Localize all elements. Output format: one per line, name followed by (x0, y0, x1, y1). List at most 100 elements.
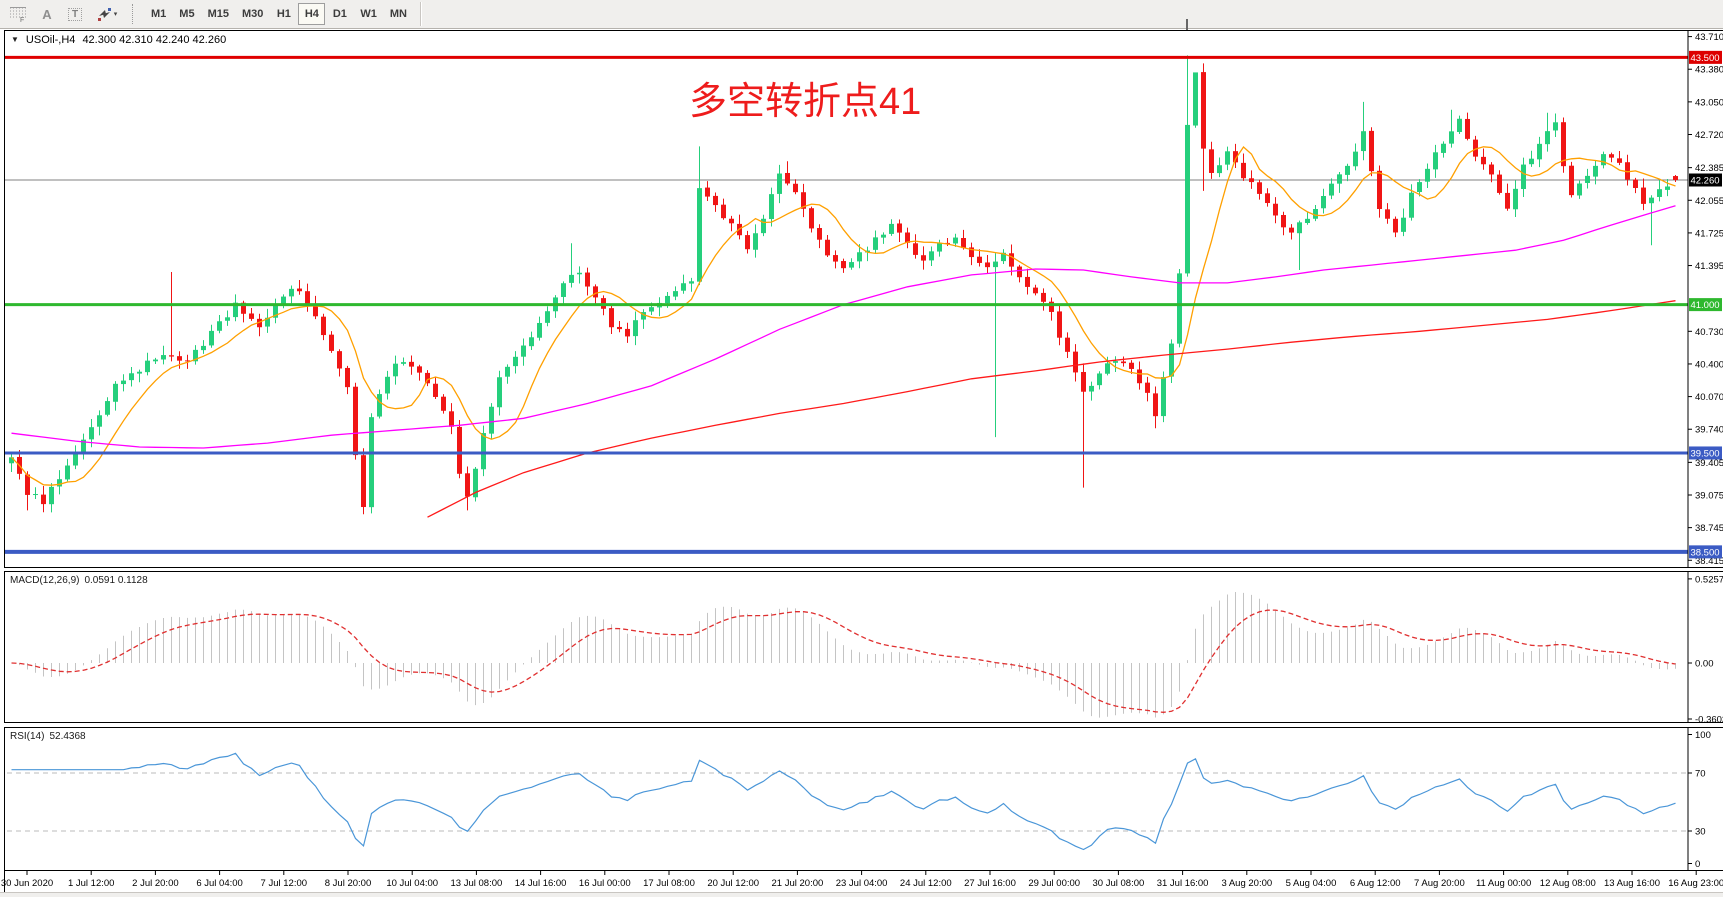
collapse-triangle-icon[interactable]: ▼ (11, 35, 19, 44)
svg-text:38.415: 38.415 (1695, 556, 1723, 567)
svg-text:40.070: 40.070 (1695, 392, 1723, 403)
svg-text:12 Aug 08:00: 12 Aug 08:00 (1540, 878, 1596, 889)
chart-symbol-label: USOil-,H4 (25, 34, 76, 46)
fibonacci-grid-icon: F (10, 6, 26, 22)
svg-text:43.710: 43.710 (1695, 32, 1723, 43)
svg-text:6 Jul 04:00: 6 Jul 04:00 (196, 878, 242, 889)
svg-text:31 Jul 16:00: 31 Jul 16:00 (1157, 878, 1209, 889)
macd-chart[interactable]: 0.5257 0.00 -0.3603 (5, 572, 1723, 726)
svg-text:43.050: 43.050 (1695, 97, 1723, 108)
svg-text:13 Jul 08:00: 13 Jul 08:00 (451, 878, 503, 889)
svg-text:0.00: 0.00 (1695, 659, 1714, 670)
rsi-chart[interactable]: 100 70 30 0 (5, 728, 1722, 870)
svg-text:29 Jul 00:00: 29 Jul 00:00 (1028, 878, 1080, 889)
svg-text:6 Aug 12:00: 6 Aug 12:00 (1350, 878, 1401, 889)
price-badge-38.500 (1689, 545, 1722, 559)
macd-panel: MACD(12,26,9) 0.0591 0.1128 0.5257 0.00 -0… (4, 571, 1723, 726)
svg-text:40.730: 40.730 (1695, 327, 1723, 338)
timeframe-m5-button[interactable]: M5 (179, 8, 195, 20)
chart-title: ▼ USOil-,H4 42.300 42.310 42.240 42.260 (11, 34, 226, 46)
text-tool-button[interactable]: A (34, 3, 60, 25)
svg-text:8 Jul 20:00: 8 Jul 20:00 (325, 878, 371, 889)
price-badge-41.000 (1689, 298, 1722, 312)
timeframe-w1-button[interactable]: W1 (360, 8, 377, 20)
timeframe-d1-button[interactable]: D1 (332, 8, 347, 20)
svg-text:24 Jul 12:00: 24 Jul 12:00 (900, 878, 952, 889)
price-badge-43.500 (1689, 50, 1722, 64)
candlestick-chart[interactable]: 43.710 43.380 43.050 42.720 42.385 42.055 41.7… (5, 31, 1723, 567)
svg-text:43.380: 43.380 (1695, 65, 1723, 76)
macd-name: MACD(12,26,9) (10, 575, 80, 586)
ma-fast-line (11, 146, 1676, 486)
svg-text:16 Jul 00:00: 16 Jul 00:00 (579, 878, 631, 889)
svg-text:3 Aug 20:00: 3 Aug 20:00 (1221, 878, 1272, 889)
svg-text:17 Jul 08:00: 17 Jul 08:00 (643, 878, 695, 889)
svg-text:38.745: 38.745 (1695, 523, 1723, 534)
svg-text:11 Aug 00:00: 11 Aug 00:00 (1476, 878, 1531, 889)
svg-text:10 Jul 04:00: 10 Jul 04:00 (386, 878, 438, 889)
svg-text:41.395: 41.395 (1695, 261, 1723, 272)
svg-text:16 Aug 23:00: 16 Aug 23:00 (1668, 878, 1723, 889)
toolbar-separator (132, 4, 137, 24)
annotation-text[interactable]: 多空转折点41 (689, 81, 922, 123)
macd-label: MACD(12,26,9) 0.0591 0.1128 (10, 575, 148, 586)
svg-text:42.385: 42.385 (1695, 163, 1723, 174)
ma-slow-line (427, 300, 1676, 518)
svg-text:30: 30 (1695, 827, 1706, 838)
rsi-panel: RSI(14) 52.4368 100 70 30 0 (4, 727, 1723, 871)
timeframe-m15-button[interactable]: M15 (207, 8, 229, 20)
svg-text:23 Jul 04:00: 23 Jul 04:00 (836, 878, 888, 889)
dropdown-caret-icon: ▾ (113, 11, 118, 18)
timeframe-m30-button[interactable]: M30 (241, 8, 264, 20)
svg-text:27 Jul 16:00: 27 Jul 16:00 (964, 878, 1016, 889)
price-badge-42.260 (1689, 173, 1722, 187)
svg-text:38.500: 38.500 (1690, 547, 1719, 558)
svg-text:42.720: 42.720 (1695, 130, 1723, 141)
timeframe-mn-button[interactable]: MN (389, 8, 407, 20)
timeframe-buttons: M1 M5 M15 M30 H1 H4 D1 W1 MN (145, 3, 414, 25)
svg-text:42.055: 42.055 (1695, 196, 1723, 207)
text-tool-icon: A (42, 6, 52, 22)
timeframe-m1-button[interactable]: M1 (151, 8, 167, 20)
price-chart-panel: ▼ USOil-,H4 42.300 42.310 42.240 42.260 … (4, 30, 1723, 568)
svg-text:42.260: 42.260 (1690, 176, 1719, 187)
svg-text:41.000: 41.000 (1690, 300, 1719, 311)
rsi-line (11, 752, 1676, 851)
svg-text:39.075: 39.075 (1695, 490, 1723, 501)
toolbar-end-separator (419, 2, 421, 26)
window-bottom-edge (0, 892, 1723, 897)
fibonacci-tool-button[interactable]: F (6, 3, 32, 25)
time-axis[interactable]: 30 Jun 2020 1 Jul 12:00 2 Jul 20:00 6 Jul 0… (1, 871, 1723, 892)
svg-text:21 Jul 20:00: 21 Jul 20:00 (772, 878, 824, 889)
svg-text:43.500: 43.500 (1690, 53, 1719, 64)
svg-text:30 Jun 2020: 30 Jun 2020 (1, 878, 53, 889)
arrows-icon (97, 8, 111, 21)
svg-text:70: 70 (1695, 769, 1706, 780)
chart-shift-marker[interactable] (1186, 19, 1188, 30)
macd-values: 0.0591 0.1128 (84, 575, 148, 586)
svg-text:-0.3603: -0.3603 (1695, 715, 1723, 726)
svg-text:2 Jul 20:00: 2 Jul 20:00 (132, 878, 178, 889)
svg-text:100: 100 (1695, 730, 1711, 741)
rsi-label: RSI(14) 52.4368 (10, 731, 86, 742)
svg-text:5 Aug 04:00: 5 Aug 04:00 (1286, 878, 1337, 889)
svg-text:40.400: 40.400 (1695, 359, 1723, 370)
toolbar: F A T ▾ M1 M5 M15 M30 H1 H4 D1 W1 MN (0, 0, 1723, 29)
svg-text:0: 0 (1695, 859, 1700, 870)
candles (9, 55, 1678, 515)
svg-text:39.405: 39.405 (1695, 458, 1723, 469)
svg-text:7 Aug 20:00: 7 Aug 20:00 (1414, 878, 1465, 889)
macd-signal-line (11, 609, 1676, 713)
price-axis: 43.710 43.380 43.050 42.720 42.385 42.055 41.7… (1687, 31, 1723, 567)
timeframe-h1-button[interactable]: H1 (276, 8, 291, 20)
text-label-tool-button[interactable]: T (62, 3, 88, 25)
timeframe-h4-button[interactable]: H4 (298, 3, 326, 25)
svg-text:14 Jul 16:00: 14 Jul 16:00 (515, 878, 567, 889)
svg-text:39.740: 39.740 (1695, 425, 1723, 436)
chart-ohlc-values: 42.300 42.310 42.240 42.260 (82, 34, 227, 46)
text-label-icon: T (67, 7, 83, 21)
arrows-tool-button[interactable]: ▾ (90, 3, 124, 25)
rsi-value: 52.4368 (49, 731, 86, 742)
rsi-name: RSI(14) (10, 731, 45, 742)
